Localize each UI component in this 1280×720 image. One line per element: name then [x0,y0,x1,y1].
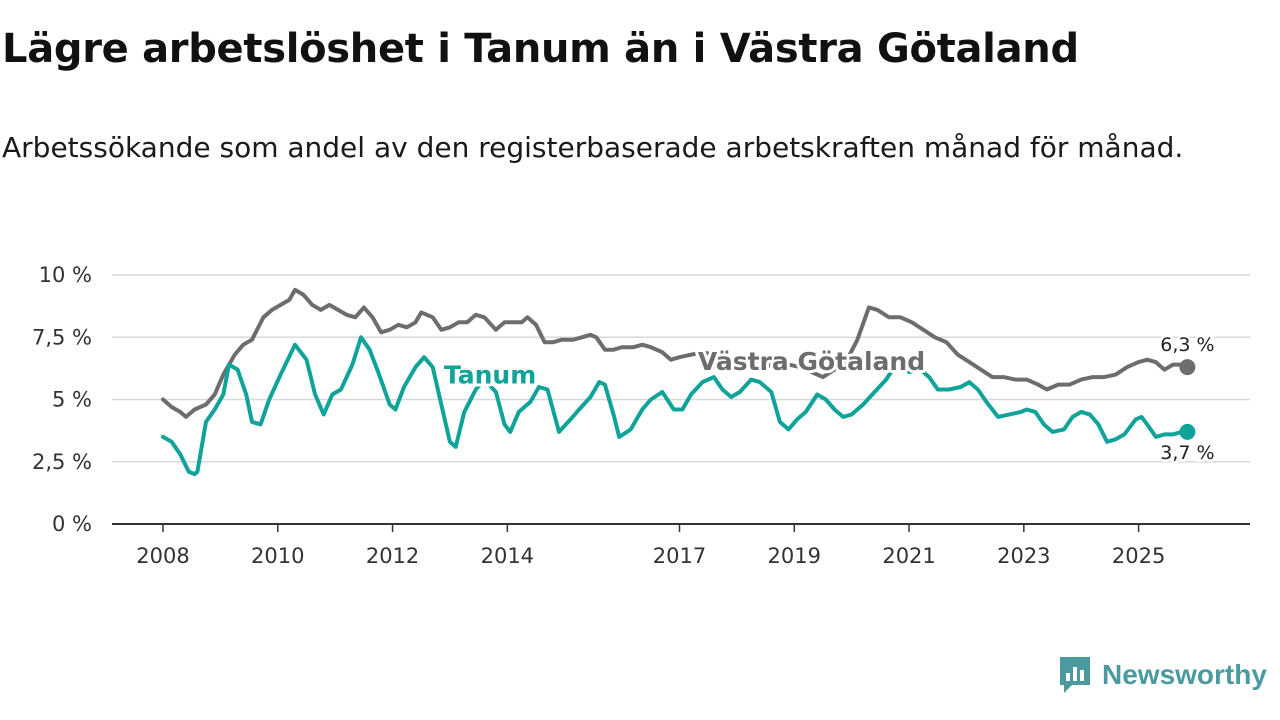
x-tick-label: 2012 [366,544,419,568]
line-layer [161,287,1196,477]
label-layer: 6,3 % 3,7 % Tanum Västra Götaland [441,332,1217,467]
brand-name: Newsworthy [1102,659,1267,690]
series-label-tanum: Tanum [444,361,536,390]
end-label-tanum: 3,7 % [1160,442,1214,464]
end-point-tanum [1179,423,1196,440]
x-tick-label: 2008 [136,544,189,568]
x-tick-label: 2019 [768,544,821,568]
x-tick-label: 2023 [997,544,1050,568]
y-tick-label: 0 % [52,512,92,536]
series-line-tanum [161,335,1190,477]
end-label-vg: 6,3 % [1160,334,1214,356]
y-tick-label: 10 % [39,263,92,287]
x-tick-label: 2010 [251,544,304,568]
brand-logo[interactable]: Newsworthy [1058,655,1267,695]
newsworthy-logo-icon [1060,657,1090,693]
chart-title: Lägre arbetslöshet i Tanum än i Västra G… [2,26,1079,72]
x-tick-label: 2021 [882,544,935,568]
x-tick-label: 2017 [653,544,706,568]
grid-layer: 0 % 2,5 % 5 % 7,5 % 10 % 2008 2010 2012 2014 2017… [32,263,1250,568]
chart-subtitle: Arbetssökande som andel av den registerb… [2,131,1184,164]
x-tick-label: 2025 [1112,544,1165,568]
y-tick-label: 7,5 % [32,325,92,349]
y-tick-label: 5 % [52,388,92,412]
end-point-vg [1179,359,1196,376]
series-line-vg [161,287,1190,419]
y-tick-label: 2,5 % [32,450,92,474]
x-tick-label: 2014 [481,544,534,568]
series-label-vg: Västra Götaland [698,347,925,376]
